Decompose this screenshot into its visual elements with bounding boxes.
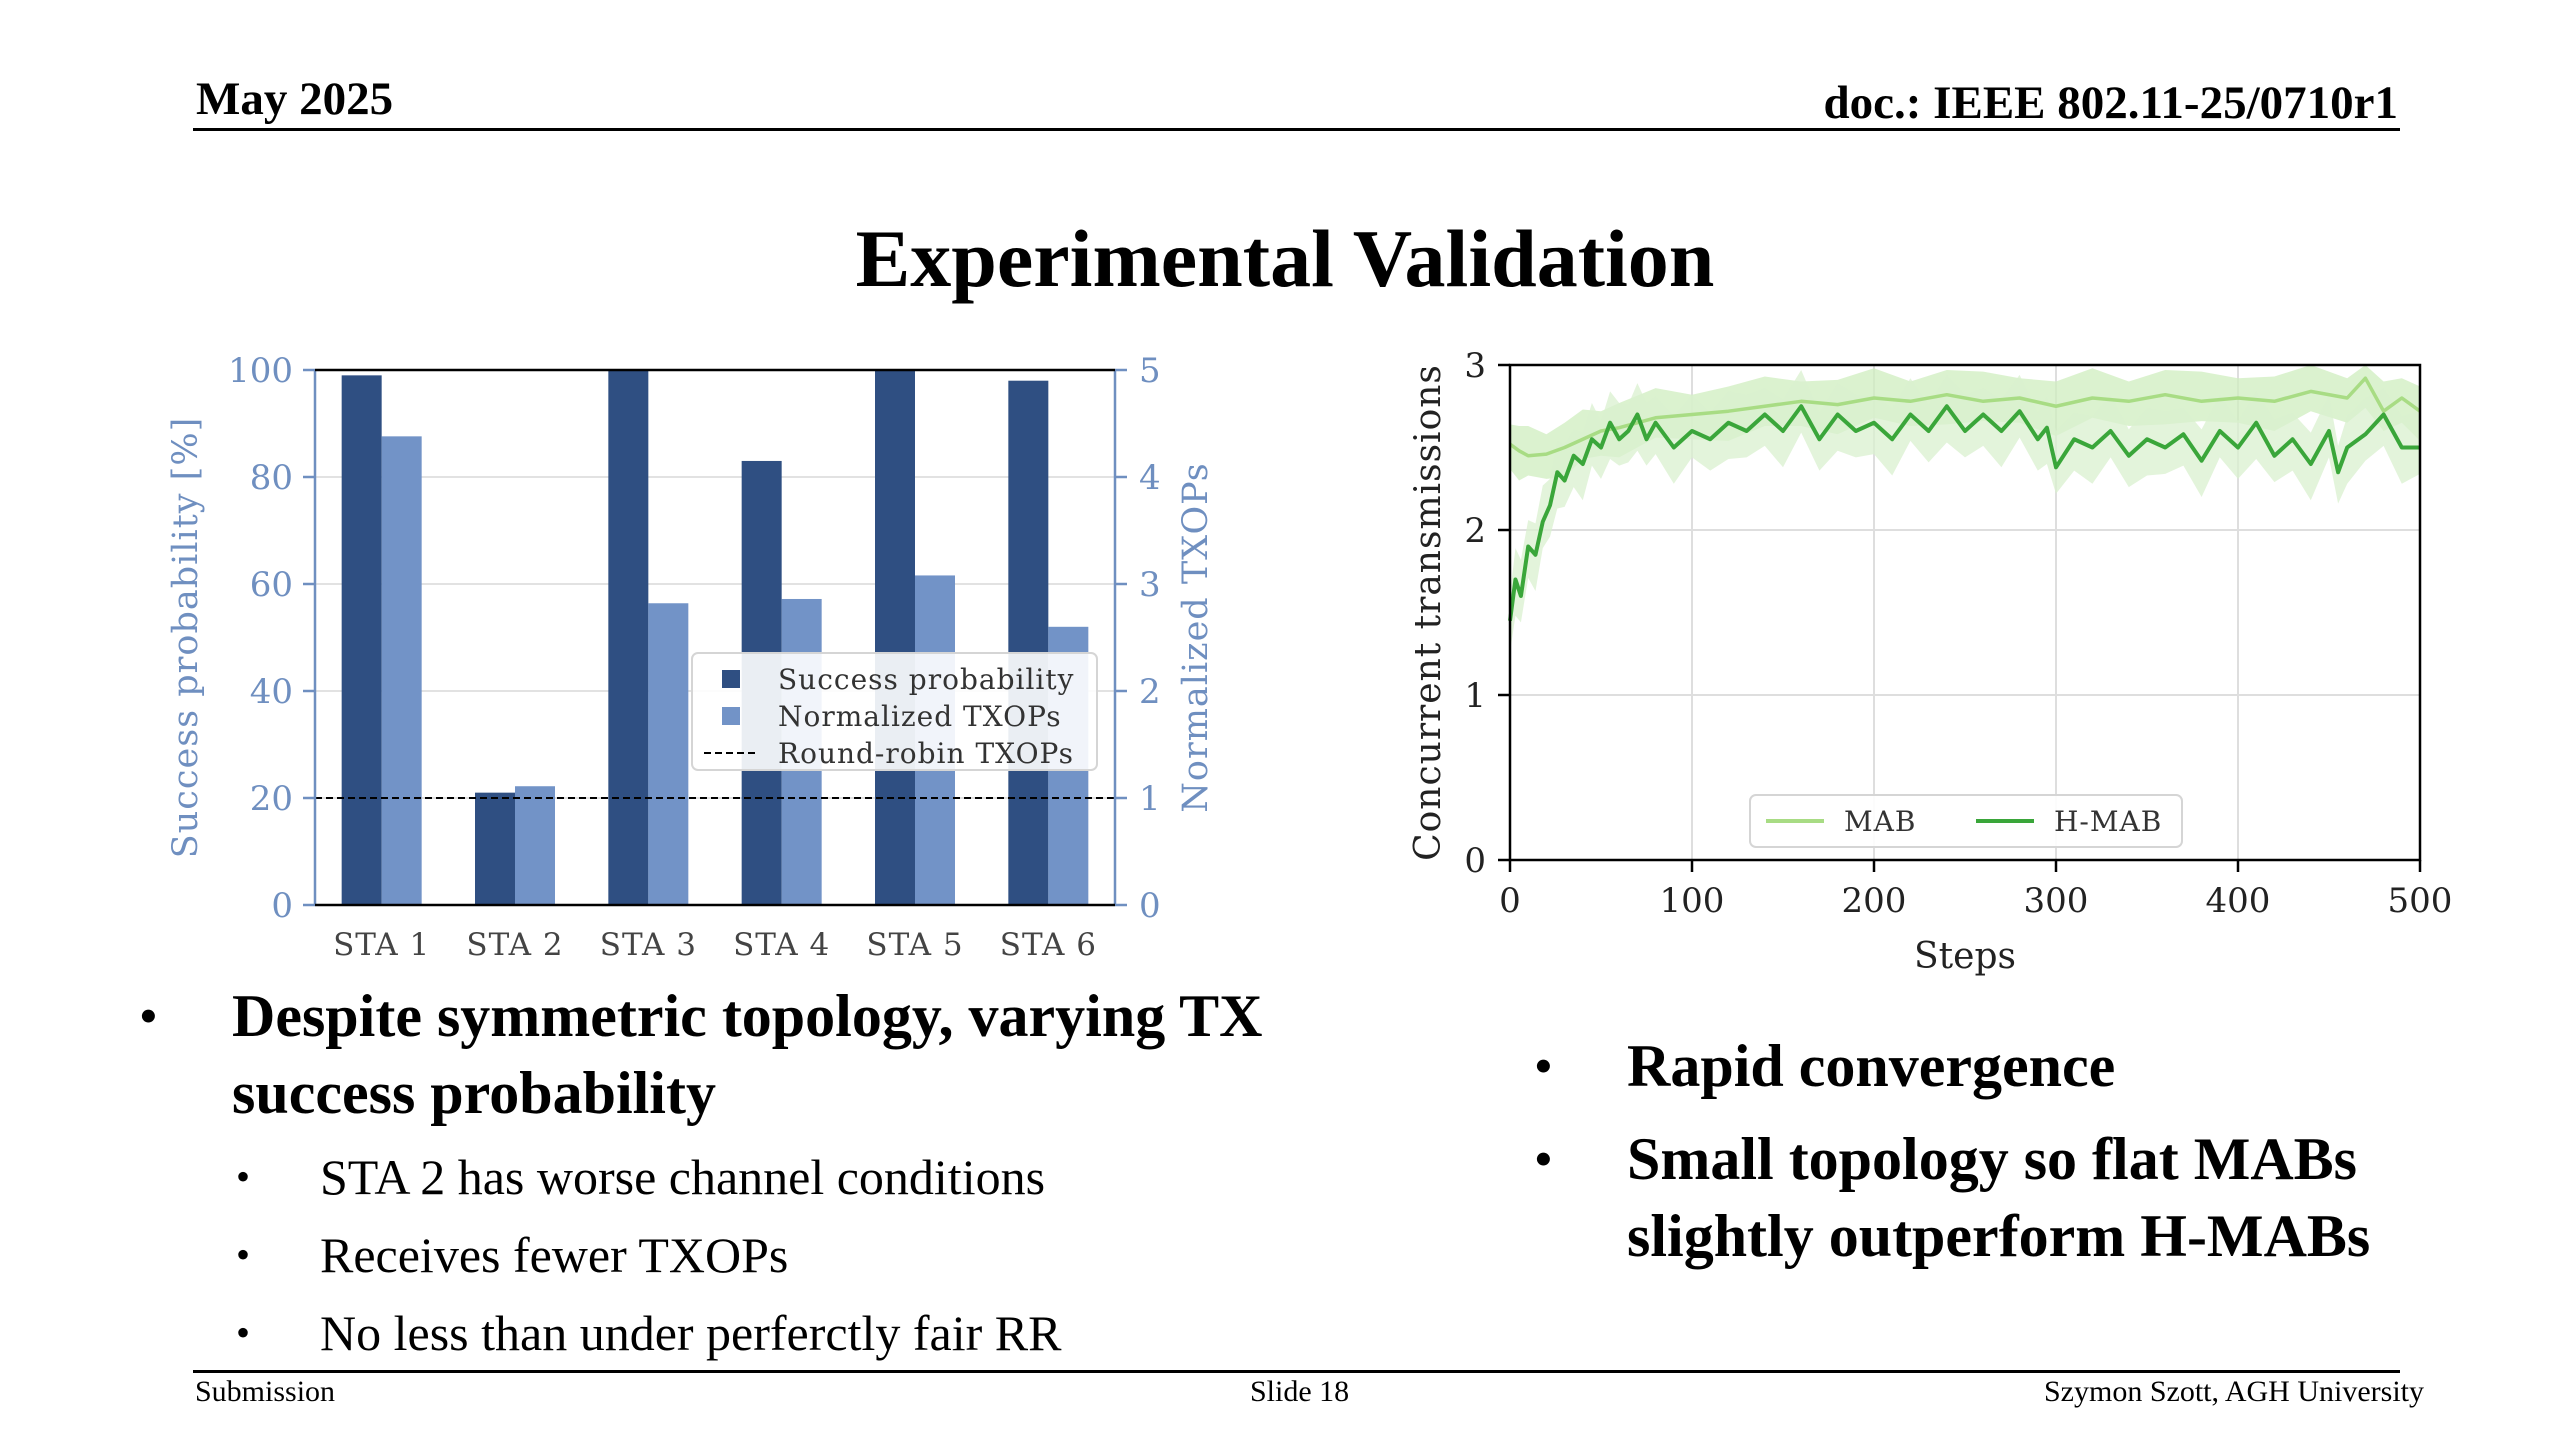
- y-tick-label: 20: [250, 779, 293, 819]
- bar-success-probability: [341, 375, 382, 906]
- confidence-band: [1510, 369, 2420, 653]
- right-bullet: • Rapid convergence: [1535, 1028, 2475, 1105]
- legend-label: Normalized TXOPs: [778, 700, 1062, 733]
- x-tick-label: 100: [1660, 881, 1725, 921]
- bullet-marker: •: [236, 1310, 251, 1355]
- series-line: [1508, 404, 2420, 622]
- y-tick-label: 80: [250, 458, 293, 498]
- concurrent-transmissions-line-chart: 0 100 200 300 400 500 0 1 2 3 Steps Concurrent tran…: [1408, 346, 2453, 977]
- legend-box: [691, 652, 1098, 771]
- bar-normalized-txops: [515, 786, 555, 905]
- bullet-marker: •: [236, 1154, 251, 1199]
- y-tick-label: 3: [1464, 346, 1486, 386]
- bullet-marker: •: [140, 990, 157, 1043]
- legend-swatch: [722, 707, 740, 725]
- plot-frame: [1508, 363, 2422, 862]
- header-doc-id: doc.: IEEE 802.11-25/0710r1: [1823, 77, 2398, 129]
- right-bullet-text: Rapid convergence: [1627, 1033, 2116, 1099]
- y-tick-label: 40: [250, 672, 293, 712]
- y-right-tick-label: 0: [1139, 886, 1161, 926]
- chart-legend: MAB H-MAB: [1749, 794, 2183, 848]
- bullet-marker: •: [1535, 1133, 1552, 1186]
- x-axis-label: Steps: [1914, 936, 2016, 977]
- x-tick-label: STA 6: [1000, 927, 1097, 963]
- right-bullet: • Small topology so flat MABs slightly o…: [1535, 1121, 2475, 1275]
- footer-rule: [193, 1370, 2400, 1373]
- left-bullets: • Despite symmetric topology, varying TX…: [140, 978, 1280, 1372]
- bar-success-probability: [608, 370, 649, 905]
- x-tick-label: STA 1: [333, 927, 430, 963]
- footer-slide-number: Slide 18: [1250, 1375, 1350, 1408]
- left-sub-bullet-text: Receives fewer TXOPs: [320, 1227, 789, 1283]
- success-probability-bar-chart: STA 1 STA 2 STA 3 STA 4 STA 5 STA 60204060801…: [166, 351, 1216, 963]
- y-tick-label: 60: [250, 565, 293, 605]
- y-right-tick-label: 2: [1139, 672, 1161, 712]
- y-tick-label: 1: [1464, 676, 1486, 716]
- header-date: May 2025: [196, 73, 394, 125]
- x-tick-label: STA 5: [866, 927, 963, 963]
- series-line: [1508, 376, 2422, 458]
- left-sub-bullet: • STA 2 has worse channel conditions: [236, 1138, 1280, 1216]
- x-tick-label: STA 3: [600, 927, 697, 963]
- left-sub-bullet: • Receives fewer TXOPs: [236, 1216, 1280, 1294]
- y-right-axis-label: Normalized TXOPs: [1176, 462, 1216, 812]
- y-axis-label: Success probability [%]: [166, 417, 206, 858]
- y-tick-label: 2: [1464, 511, 1486, 551]
- y-tick-label: 0: [1464, 841, 1486, 881]
- left-sub-bullet-text: STA 2 has worse channel conditions: [320, 1149, 1046, 1205]
- legend-swatch: [722, 670, 740, 688]
- footer-submission: Submission: [195, 1375, 336, 1408]
- y-right-tick-label: 1: [1139, 779, 1161, 819]
- legend-label: H-MAB: [2054, 805, 2162, 838]
- legend-box: [1749, 794, 2183, 848]
- chart-legend: Success probability Normalized TXOPs Round…: [691, 652, 1098, 771]
- right-bullets: • Rapid convergence • Small topology so …: [1535, 1028, 2475, 1275]
- x-tick-label: 500: [2388, 881, 2453, 921]
- footer-author: Szymon Szott, AGH University: [2044, 1375, 2424, 1408]
- legend-label: Round-robin TXOPs: [778, 737, 1074, 770]
- bar-normalized-txops: [648, 603, 689, 905]
- bullet-marker: •: [236, 1232, 251, 1277]
- left-sub-bullet-text: No less than under perferctly fair RR: [320, 1305, 1062, 1361]
- bar-success-probability: [875, 370, 915, 905]
- bullet-marker: •: [1535, 1040, 1552, 1093]
- legend-label: Success probability: [778, 663, 1074, 696]
- bar-success-probability: [475, 792, 515, 905]
- right-bullet-text: Small topology so flat MABs slightly out…: [1627, 1126, 2371, 1269]
- left-sub-bullet: • No less than under perferctly fair RR: [236, 1294, 1280, 1372]
- x-tick-label: STA 4: [733, 927, 830, 963]
- slide-title: Experimental Validation: [855, 213, 1715, 304]
- bar-success-probability: [1008, 380, 1049, 905]
- y-right-tick-label: 5: [1139, 351, 1161, 391]
- bar-normalized-txops: [381, 436, 422, 905]
- x-tick-label: 200: [1842, 881, 1907, 921]
- y-right-tick-label: 4: [1139, 458, 1161, 498]
- y-tick-label: 0: [271, 886, 293, 926]
- left-sub-bullets: • STA 2 has worse channel conditions • R…: [236, 1138, 1280, 1372]
- x-tick-label: 400: [2206, 881, 2271, 921]
- left-bullet-main: • Despite symmetric topology, varying TX…: [140, 978, 1280, 1132]
- header-rule: [193, 128, 2400, 131]
- y-axis-label: Concurrent transmissions: [1408, 364, 1449, 861]
- x-tick-label: 0: [1499, 881, 1521, 921]
- x-tick-label: STA 2: [466, 927, 563, 963]
- y-right-tick-label: 3: [1139, 565, 1161, 605]
- legend-label: MAB: [1844, 805, 1916, 838]
- x-tick-label: 300: [2024, 881, 2089, 921]
- y-tick-label: 100: [228, 351, 293, 391]
- left-bullet-main-text: Despite symmetric topology, varying TX s…: [232, 983, 1263, 1126]
